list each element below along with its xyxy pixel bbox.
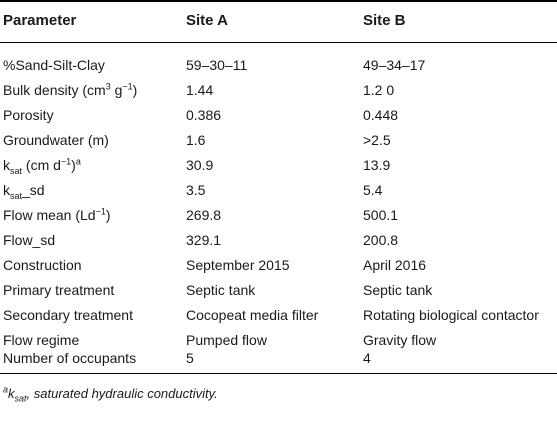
row-param: Porosity (3, 107, 54, 123)
row-param: %Sand-Silt-Clay (3, 57, 105, 73)
header-site-a: Site A (186, 12, 228, 29)
footnote-mark: a (75, 156, 81, 167)
table-row: Flow regime Pumped flow Gravity flow (0, 328, 557, 353)
row-site-b: 49–34–17 (363, 57, 426, 73)
table-row: Flow mean (Ld−1) 269.8 500.1 (0, 203, 557, 228)
table-row: Number of occupants 5 4 (0, 346, 557, 371)
row-param: Flow regime (3, 332, 80, 348)
table-footnote: aksat, saturated hydraulic conductivity. (3, 384, 218, 404)
row-param: Number of occupants (3, 350, 137, 366)
row-site-b: 1.2 0 (363, 82, 395, 98)
row-site-a: Septic tank (186, 282, 256, 298)
table-top-rule (0, 0, 557, 2)
row-site-b: 4 (363, 350, 371, 366)
row-site-a: September 2015 (186, 257, 290, 273)
row-site-a: 269.8 (186, 207, 222, 223)
row-param: Flow_sd (3, 232, 56, 248)
row-site-b: 500.1 (363, 207, 399, 223)
table-row: Flow_sd 329.1 200.8 (0, 228, 557, 253)
row-site-a: 59–30–11 (186, 57, 248, 73)
table-row: ksat (cm d−1)a 30.9 13.9 (0, 153, 557, 178)
row-site-b: 5.4 (363, 182, 383, 198)
row-param: Bulk density (cm3 g−1) (3, 81, 138, 98)
row-param: ksat (cm d−1)a (3, 156, 81, 176)
row-param: Primary treatment (3, 282, 115, 298)
row-site-a: Pumped flow (186, 332, 267, 348)
row-site-a: Cocopeat media filter (186, 307, 319, 323)
row-param: Secondary treatment (3, 307, 133, 323)
table-header: Parameter Site A Site B (0, 0, 557, 44)
row-site-a: 0.386 (186, 107, 222, 123)
table-row: Porosity 0.386 0.448 (0, 103, 557, 128)
table-row: Groundwater (m) 1.6 >2.5 (0, 128, 557, 153)
row-site-b: 0.448 (363, 107, 399, 123)
table-header-rule (0, 42, 557, 43)
row-site-a: 3.5 (186, 182, 206, 198)
table-bottom-rule (0, 373, 557, 374)
row-site-a: 329.1 (186, 232, 222, 248)
row-site-a: 1.44 (186, 82, 214, 98)
row-site-a: 1.6 (186, 132, 206, 148)
row-site-b: 200.8 (363, 232, 399, 248)
table-row: %Sand-Silt-Clay 59–30–11 49–34–17 (0, 53, 557, 78)
row-site-b: 13.9 (363, 157, 391, 173)
row-site-b: >2.5 (363, 132, 391, 148)
table-row: Bulk density (cm3 g−1) 1.44 1.2 0 (0, 78, 557, 103)
row-site-b: Gravity flow (363, 332, 437, 348)
table-row: Primary treatment Septic tank Septic tan… (0, 278, 557, 303)
row-param: Flow mean (Ld−1) (3, 206, 111, 223)
row-site-a: 30.9 (186, 157, 214, 173)
row-param: Construction (3, 257, 82, 273)
row-site-b: Septic tank (363, 282, 433, 298)
header-site-b: Site B (363, 12, 406, 29)
row-site-b: April 2016 (363, 257, 427, 273)
header-parameter: Parameter (3, 12, 77, 29)
row-site-b: Rotating biological contactor (363, 307, 539, 323)
row-param: ksat_sd (3, 182, 45, 201)
row-param: Groundwater (m) (3, 132, 109, 148)
table-row: Secondary treatment Cocopeat media filte… (0, 303, 557, 328)
table-row: Construction September 2015 April 2016 (0, 253, 557, 278)
table-row: ksat_sd 3.5 5.4 (0, 178, 557, 203)
row-site-a: 5 (186, 350, 194, 366)
